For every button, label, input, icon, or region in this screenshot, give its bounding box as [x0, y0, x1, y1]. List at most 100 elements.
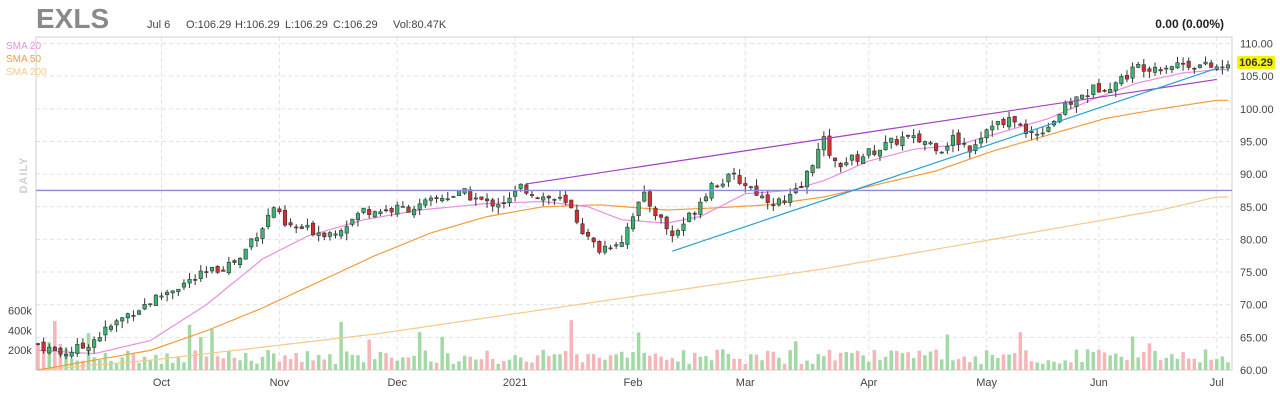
candle-body — [1220, 66, 1225, 69]
volume-bar — [563, 351, 568, 370]
candle-body — [1197, 64, 1202, 68]
volume-bar — [193, 350, 197, 370]
volume-bar — [1164, 357, 1169, 370]
volume-bar — [255, 363, 259, 370]
volume-bar — [423, 350, 428, 370]
volume-bar — [92, 357, 96, 370]
candle-body — [1007, 117, 1012, 128]
candle-body — [215, 266, 220, 273]
volume-bar — [1029, 361, 1034, 370]
header-high: H:106.29 — [235, 19, 280, 31]
y-tick-label: 105.00 — [1240, 71, 1274, 83]
candle-body — [440, 197, 445, 202]
volume-bar — [266, 349, 270, 370]
candle-body — [1141, 64, 1146, 72]
volume-bar — [249, 360, 254, 370]
candle-body — [1152, 66, 1158, 73]
volume-bar — [558, 354, 562, 370]
trendline-lower — [672, 67, 1217, 252]
volume-bar — [906, 352, 910, 370]
volume-bar — [176, 357, 181, 370]
volume-bar — [215, 356, 220, 370]
volume-bar — [221, 358, 225, 370]
candle-body — [266, 214, 271, 227]
volume-bar — [687, 363, 691, 370]
volume-bar — [507, 359, 512, 370]
x-tick-label: Feb — [624, 377, 643, 389]
candle-body — [445, 198, 450, 201]
volume-bar — [1074, 349, 1079, 370]
candle-body — [602, 245, 607, 253]
candle-body — [524, 184, 529, 194]
candle-body — [507, 197, 512, 203]
volume-bar — [1018, 332, 1023, 370]
volume-bar — [41, 347, 46, 370]
candle-body — [473, 197, 478, 200]
candle-body — [614, 244, 619, 247]
candle-body — [630, 216, 636, 230]
candle-body — [642, 191, 647, 202]
candle-body — [1057, 114, 1062, 123]
volume-bar — [260, 356, 265, 370]
candle-body — [355, 213, 361, 221]
volume-bar — [648, 355, 652, 370]
volume-bar — [243, 353, 248, 370]
candle-body — [748, 186, 753, 189]
candle-body — [58, 347, 63, 355]
candle-body — [1001, 118, 1006, 125]
candle-body — [563, 194, 568, 203]
y-tick-label: 85.00 — [1240, 202, 1268, 214]
candle-body — [327, 232, 332, 237]
candle-body — [726, 173, 731, 183]
volume-bar — [389, 357, 394, 370]
y-tick-label: 70.00 — [1240, 300, 1268, 312]
volume-bar — [990, 354, 994, 370]
candle-body — [731, 172, 737, 175]
x-tick-label: May — [976, 377, 997, 389]
candle-body — [97, 337, 102, 342]
candle-body — [1192, 67, 1197, 70]
y-tick-label: 65.00 — [1240, 332, 1268, 344]
volume-bar — [109, 360, 113, 370]
volume-bar — [451, 363, 456, 370]
volume-tick-label: 600k — [8, 306, 32, 318]
volume-bar — [889, 350, 893, 370]
volume-bar — [1158, 360, 1163, 370]
candle-body — [1068, 101, 1073, 105]
candle-body — [389, 208, 394, 213]
candle-body — [995, 120, 1000, 125]
candle-body — [597, 240, 602, 253]
volume-bar — [580, 362, 585, 370]
volume-bar — [468, 356, 472, 370]
volume-bar — [462, 355, 467, 370]
candle-body — [894, 139, 899, 145]
candle-body — [1181, 62, 1186, 65]
volume-bar — [850, 353, 854, 370]
candle-body — [209, 266, 215, 272]
volume-bar — [446, 353, 450, 370]
y-tick-label: 90.00 — [1240, 169, 1268, 181]
candle-body — [282, 209, 288, 226]
volume-bar — [333, 363, 338, 370]
volume-bar — [872, 350, 877, 370]
volume-bar — [120, 357, 124, 370]
volume-bar — [794, 341, 798, 370]
y-tick-label: 100.00 — [1240, 104, 1274, 116]
candle-body — [1124, 75, 1130, 80]
candle-body — [80, 342, 85, 349]
candle-body — [277, 208, 282, 213]
candle-body — [872, 150, 877, 155]
volume-bar — [586, 353, 590, 370]
candle-body — [945, 146, 950, 151]
candle-body — [984, 129, 989, 139]
candle-body — [75, 344, 80, 354]
volume-bar — [547, 356, 551, 370]
candle-body — [64, 354, 69, 357]
candle-body — [193, 279, 198, 281]
candle-body — [271, 207, 276, 218]
volume-bar — [895, 350, 899, 370]
volume-bar — [709, 360, 714, 370]
candle-body — [608, 247, 613, 250]
volume-bar — [945, 334, 950, 370]
